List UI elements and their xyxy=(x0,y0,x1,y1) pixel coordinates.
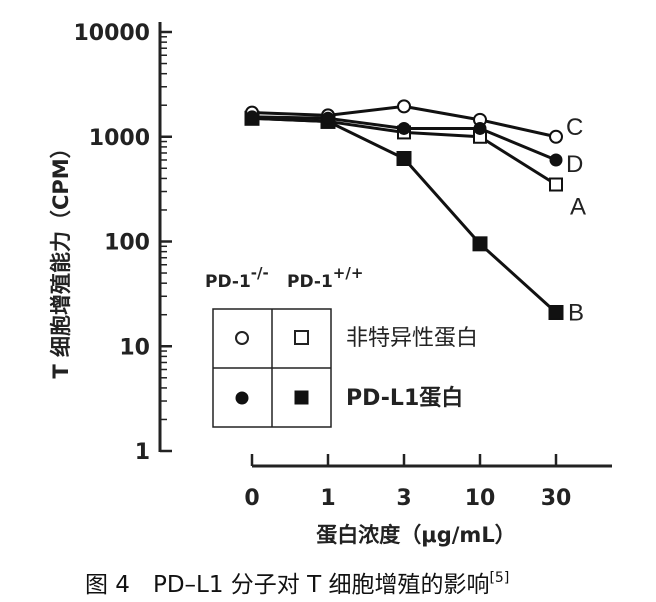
data-point-D xyxy=(245,110,259,124)
data-point-C xyxy=(397,99,411,114)
series-label-D: D xyxy=(566,151,583,178)
legend-col-header-knockout: PD-1-/- xyxy=(205,264,269,292)
y-tick-label: 1 xyxy=(135,440,150,465)
series-labels: A B CD xyxy=(566,114,586,327)
y-tick-labels: 1 10 100 1000 10000 xyxy=(73,21,150,465)
legend-open-circle-marker xyxy=(235,331,249,345)
data-point-D xyxy=(321,111,335,125)
series-label-B: B xyxy=(568,299,584,326)
y-tick-label: 10000 xyxy=(73,21,150,46)
figure-caption: 图 4 PD–L1 分子对 T 细胞增殖的影响[5] xyxy=(85,570,509,598)
x-tick-label: 10 xyxy=(465,486,496,511)
data-point-C xyxy=(549,129,563,144)
legend-col-header-wildtype-sup: +/+ xyxy=(333,264,364,282)
data-point-B xyxy=(472,236,488,252)
series-label-C: C xyxy=(566,114,583,141)
x-tick-label: 1 xyxy=(320,486,335,511)
legend-col-header-knockout-sup: -/- xyxy=(251,264,269,282)
data-point-B xyxy=(396,150,412,166)
y-tick-label: 100 xyxy=(104,231,150,256)
legend-open-square-marker xyxy=(294,330,309,345)
x-tick-label: 0 xyxy=(244,486,259,511)
data-point-D xyxy=(549,153,563,167)
data-point-D xyxy=(473,121,487,135)
legend-filled-circle-marker xyxy=(235,391,249,405)
x-tick-label: 30 xyxy=(541,486,572,511)
legend-row-label-nonspecific: 非特异性蛋白 xyxy=(346,326,478,351)
y-tick-label: 1000 xyxy=(89,126,150,151)
legend-row-label-pdl1: PD-L1蛋白 xyxy=(346,385,463,411)
y-axis-title: T 细胞增殖能力（CPM） xyxy=(49,137,73,378)
x-axis-title: 蛋白浓度（μg/mL） xyxy=(316,523,515,547)
figure-caption-main: 图 4 PD–L1 分子对 T 细胞增殖的影响 xyxy=(85,572,489,598)
legend: PD-1-/- PD-1+/+ 非特异性蛋白 PD-L1蛋白 xyxy=(205,264,478,428)
series-markers xyxy=(244,99,564,320)
series-label-A: A xyxy=(570,194,586,221)
x-tick-labels: 0 1 3 10 30 xyxy=(244,486,571,511)
data-point-A xyxy=(549,177,563,192)
chart-axes xyxy=(158,22,612,468)
figure-caption-ref: [5] xyxy=(489,570,509,586)
legend-col-header-wildtype: PD-1+/+ xyxy=(287,264,363,292)
data-point-D xyxy=(397,121,411,135)
legend-filled-square-marker xyxy=(294,390,309,405)
y-tick-label: 10 xyxy=(119,335,150,360)
x-tick-label: 3 xyxy=(396,486,411,511)
data-point-B xyxy=(548,304,564,320)
